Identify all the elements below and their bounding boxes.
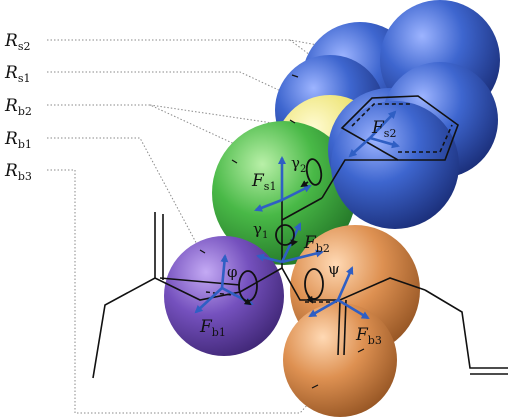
arrow-fs1-right [281,184,312,202]
label-gamma1: γ1 [253,220,268,241]
blue-sphere-center [331,101,459,229]
green-sphere-rb2 [212,121,356,265]
arrow-fb1-a [220,254,229,289]
label-psi: ψ [328,260,340,278]
rotation-gamma2 [305,158,323,186]
rotation-gamma1 [275,224,295,246]
label-gamma2: γ2 [291,154,306,175]
leader-rb2b [149,104,321,131]
label-fb2: Fb2 [303,233,330,255]
arrow-fb2-c [256,253,283,264]
arrow-fs2-a [369,110,397,139]
label-fb3: Fb3 [355,325,382,347]
arrow-fb1-b [194,287,223,314]
arrow-fs1-left [254,198,283,212]
leader-rb3 [47,169,331,414]
arrow-fs2-c [348,137,371,158]
arrow-fb3-b [337,298,370,320]
leader-rb1 [47,137,201,251]
arrow-fs2-b [369,136,400,149]
label-fs2: Fs2 [371,118,396,140]
rotation-psi [304,268,324,300]
arrow-fb2-b [281,249,324,264]
rotation-indicators [238,158,324,306]
label-rs1: Rs1 [4,63,30,85]
orange-sphere-rb3-lower [283,303,397,417]
force-labels: Fs2 Fs1 Fb2 Fb1 Fb3 [199,118,396,347]
label-fb1: Fb1 [199,317,226,339]
leader-rs1 [47,71,301,101]
sphere-ticks [199,74,365,389]
angle-labels: γ2 γ1 φ ψ [227,154,340,281]
label-phi: φ [227,263,238,281]
residue-labels: Rs2 Rs1 Rb2 Rb1 Rb3 [4,31,32,183]
arrow-fb3-c [308,298,339,318]
leader-rs2 [47,39,346,51]
label-rs2: Rs2 [4,31,30,53]
arrow-fb3-a [336,266,354,301]
label-fs1: Fs1 [251,171,276,193]
label-rb2: Rb2 [4,96,32,118]
label-rb3: Rb3 [4,161,32,183]
label-rb1: Rb1 [4,129,32,151]
